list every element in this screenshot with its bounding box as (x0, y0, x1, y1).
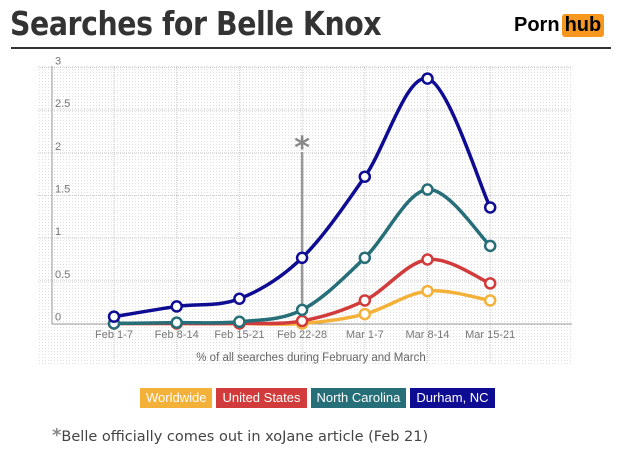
data-point-durham-nc[interactable] (170, 300, 183, 313)
data-point-united-states[interactable] (421, 253, 434, 266)
data-point-worldwide[interactable] (421, 284, 434, 298)
page-title: Searches for Belle Knox (10, 4, 382, 43)
data-point-north-carolina[interactable] (295, 303, 309, 317)
x-tick-label: Feb 1-7 (95, 329, 133, 341)
legend: Worldwide United States North Carolina D… (140, 388, 495, 408)
y-tick-label: 2.5 (55, 98, 70, 110)
data-point-north-carolina[interactable] (421, 183, 434, 196)
data-point-durham-nc[interactable] (358, 170, 372, 183)
x-tick-label: Feb 15-21 (214, 329, 264, 341)
x-tick-label: Mar 1-7 (346, 329, 384, 341)
legend-north-carolina[interactable]: North Carolina (310, 388, 407, 408)
data-point-north-carolina[interactable] (170, 316, 183, 329)
data-point-united-states[interactable] (483, 277, 497, 290)
line-chart: 0 0.5 1 1.5 2 2.5 3 Feb 1-7 Feb 8-14 Feb 15-21 Fe… (38, 56, 572, 364)
data-point-north-carolina[interactable] (233, 315, 246, 329)
data-point-worldwide[interactable] (483, 294, 497, 307)
footnote-text: Belle officially comes out in xoJane art… (61, 429, 429, 445)
data-point-durham-nc[interactable] (483, 201, 497, 214)
legend-worldwide[interactable]: Worldwide (140, 388, 213, 408)
data-point-durham-nc[interactable] (233, 292, 246, 306)
data-point-worldwide[interactable] (358, 307, 372, 321)
y-tick-label: 0 (55, 312, 61, 324)
x-tick-label: Mar 15-21 (465, 329, 515, 341)
x-tick-label: Feb 8-14 (155, 329, 199, 341)
data-point-united-states[interactable] (358, 294, 372, 307)
title-divider (11, 47, 611, 49)
y-tick-label: 1 (55, 226, 61, 238)
data-point-durham-nc[interactable] (295, 251, 309, 265)
y-tick-label: 1.5 (55, 184, 70, 196)
annotation-asterisk: * (294, 131, 310, 166)
data-point-north-carolina[interactable] (358, 251, 372, 265)
asterisk-icon: * (52, 425, 62, 446)
legend-durham-nc[interactable]: Durham, NC (410, 388, 495, 408)
series-line-durham-nc (113, 76, 492, 319)
data-point-durham-nc[interactable] (107, 310, 121, 323)
y-tick-label: 3 (55, 56, 61, 68)
pornhub-logo: Porn hub (514, 14, 605, 37)
x-tick-label: Feb 22-28 (277, 329, 327, 341)
y-tick-label: 2 (55, 141, 61, 153)
footnote: *Belle officially comes out in xoJane ar… (52, 425, 428, 446)
y-tick-label: 0.5 (55, 269, 70, 281)
legend-united-states[interactable]: United States (216, 388, 307, 408)
data-point-united-states[interactable] (295, 314, 309, 328)
x-axis-title: % of all searches during February and Ma… (196, 352, 425, 364)
data-point-north-carolina[interactable] (483, 239, 497, 253)
x-tick-label: Mar 8-14 (405, 329, 449, 341)
data-point-durham-nc[interactable] (421, 72, 434, 85)
